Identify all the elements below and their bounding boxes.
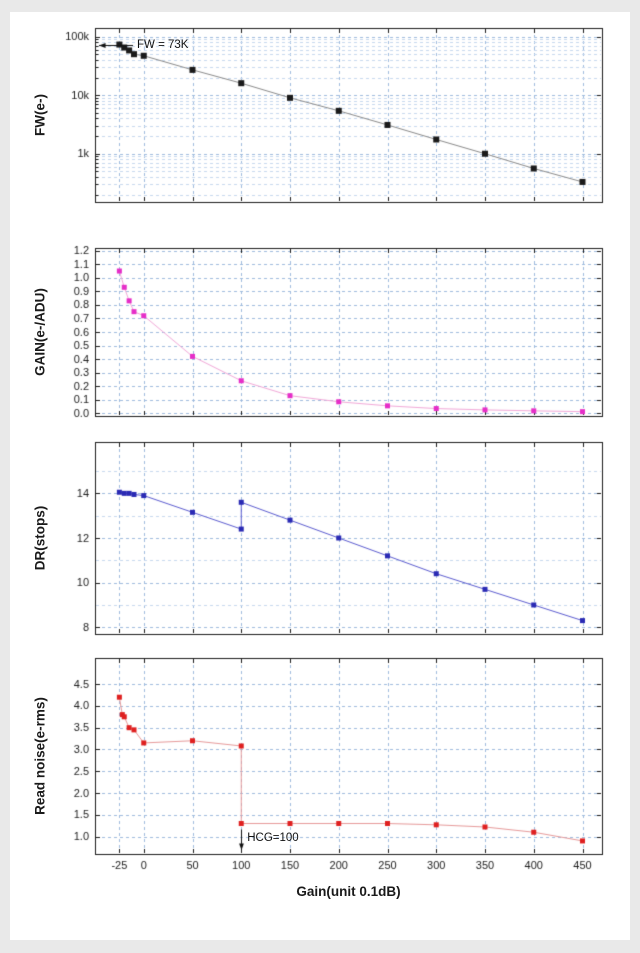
gain-axis-label: GAIN(e-/ADU) (32, 288, 48, 376)
dr-axis-label: DR(stops) (32, 505, 48, 571)
x-axis-title: Gain(unit 0.1dB) (296, 884, 401, 899)
chart-canvas (10, 12, 630, 940)
fw-annotation: FW = 73K (137, 38, 189, 51)
read-noise-axis-label: Read noise(e-rms) (32, 697, 48, 815)
chart-figure: FW(e-) GAIN(e-/ADU) DR(stops) Read noise… (10, 12, 630, 940)
fw-axis-label: FW(e-) (32, 94, 48, 136)
hcg-annotation: HCG=100 (247, 831, 299, 844)
